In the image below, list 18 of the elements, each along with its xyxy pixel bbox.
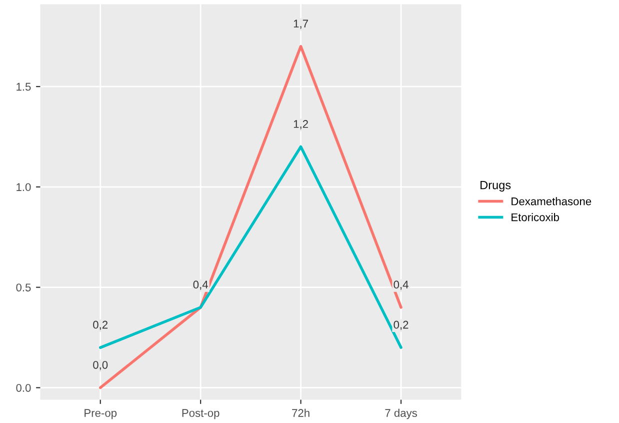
data-label: 0,0 (93, 360, 108, 370)
y-tick-label: 0.0 (16, 384, 31, 392)
x-tick-label: 72h (292, 408, 310, 417)
data-label: 0,4 (394, 280, 408, 290)
data-label: 0,2 (93, 320, 108, 330)
data-label: 1,2 (294, 120, 308, 130)
data-label: 0,2 (394, 320, 408, 330)
data-label: 0,4 (193, 280, 208, 290)
y-tick-label: 1.0 (16, 183, 31, 192)
legend-label: Etoricoxib (512, 213, 560, 222)
data-label: 1,7 (294, 20, 308, 29)
y-tick-label: 0.5 (16, 284, 31, 292)
x-tick-label: Pre-op (84, 409, 117, 420)
legend-title: Drugs (480, 181, 511, 192)
legend-label: Dexamethasone (512, 197, 592, 206)
y-tick-label: 1.5 (16, 82, 31, 91)
x-tick-label: 7 days (385, 408, 417, 420)
x-tick-label: Post-op (182, 409, 220, 420)
